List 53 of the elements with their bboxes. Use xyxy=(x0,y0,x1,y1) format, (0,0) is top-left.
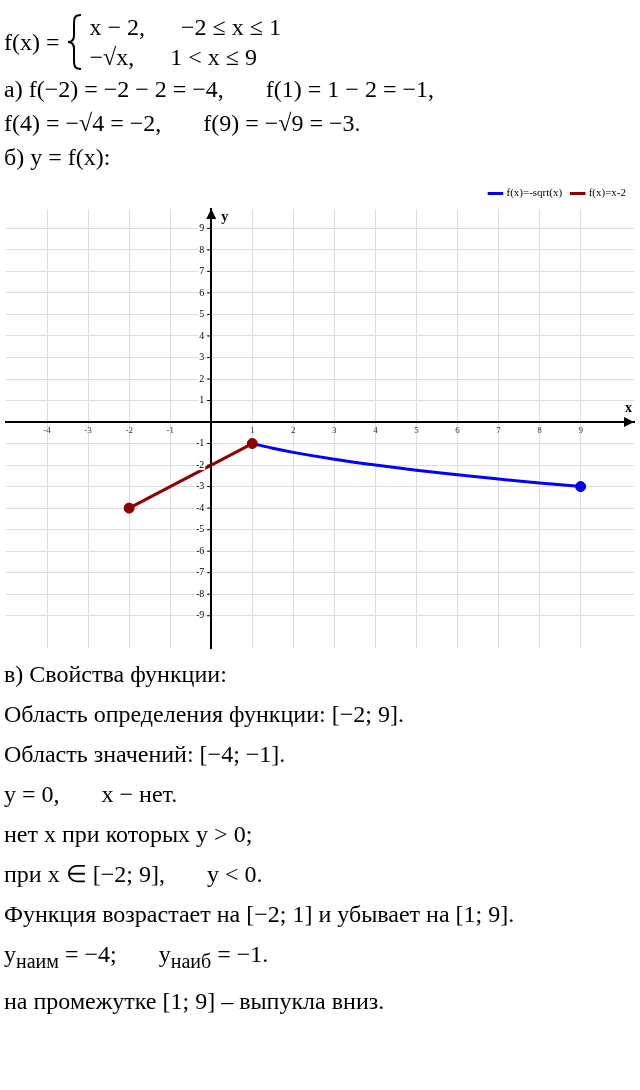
text: Функция возрастает на [−2; 1] и убывает на [1; 9]. xyxy=(3,900,516,929)
x-tick-label: 9 xyxy=(578,424,584,435)
legend-label: f(x)=x-2 xyxy=(588,186,626,200)
y-tick-label: 5 xyxy=(199,308,205,320)
y-tick-label: -3 xyxy=(195,480,205,492)
x-tick-label: 8 xyxy=(537,424,543,435)
y-tick-label: 4 xyxy=(199,329,205,341)
x-tick-label: -3 xyxy=(84,424,93,435)
text: в) Свойства функции: xyxy=(3,660,228,689)
y-tick-label: 7 xyxy=(199,265,205,277)
x-tick-label: -4 xyxy=(43,424,52,435)
x-tick-label: 6 xyxy=(455,424,461,435)
point xyxy=(246,438,258,450)
point xyxy=(575,481,587,493)
y-tick-label: 9 xyxy=(199,221,205,233)
y-tick-label: 3 xyxy=(199,351,205,363)
text: −√x, 1 < x ≤ 9 xyxy=(89,43,258,72)
text: y = 0, x − нет. xyxy=(3,780,179,809)
y-tick-label: -7 xyxy=(195,566,205,578)
x-tick-label: 2 xyxy=(291,424,296,435)
x-tick-label: 4 xyxy=(373,424,379,435)
text: а) f(−2) = −2 − 2 = −4, f(1) = 1 − 2 = −1, xyxy=(3,75,435,104)
legend-label: f(x)=-sqrt(x) xyxy=(506,186,563,200)
x-tick-label: 7 xyxy=(496,424,502,435)
y-axis-title: y xyxy=(221,209,229,224)
text: Область значений: [−4; −1]. xyxy=(3,740,287,769)
text: f(x) = xyxy=(4,28,60,56)
y-tick-label: 8 xyxy=(199,243,205,255)
text: б) y = f(x): xyxy=(3,143,112,172)
x-tick-label: -2 xyxy=(125,424,133,435)
x-axis-title: x xyxy=(625,400,632,416)
y-tick-label: -1 xyxy=(195,437,205,449)
y-tick-label: -5 xyxy=(195,523,205,535)
y-tick-label: -4 xyxy=(195,501,205,513)
text: нет x при которых y > 0; xyxy=(3,820,254,849)
text: на промежутке [1; 9] – выпукла вниз. xyxy=(3,986,386,1016)
x-tick-label: 5 xyxy=(414,424,420,435)
text: f(4) = −√4 = −2, f(9) = −√9 = −3. xyxy=(3,109,362,138)
x-tick-label: 3 xyxy=(332,424,338,435)
x-tick-label: 1 xyxy=(250,424,255,435)
text: Область определения функции: [−2; 9]. xyxy=(3,700,405,729)
text: y$_{наим}$ = −4; y$_{наиб}$ = −1. xyxy=(3,940,270,974)
y-tick-label: 1 xyxy=(199,394,205,406)
y-tick-label: 6 xyxy=(199,286,205,298)
y-tick-label: -9 xyxy=(195,609,205,621)
y-tick-label: 2 xyxy=(199,372,205,384)
y-tick-label: -6 xyxy=(195,544,205,556)
text: при x ∈ [−2; 9], y < 0. xyxy=(3,860,264,889)
text: x − 2, −2 ≤ x ≤ 1 xyxy=(89,13,281,42)
x-tick-label: -1 xyxy=(166,424,174,435)
point xyxy=(123,502,135,514)
y-tick-label: -2 xyxy=(195,458,205,470)
y-tick-label: -8 xyxy=(195,587,205,599)
